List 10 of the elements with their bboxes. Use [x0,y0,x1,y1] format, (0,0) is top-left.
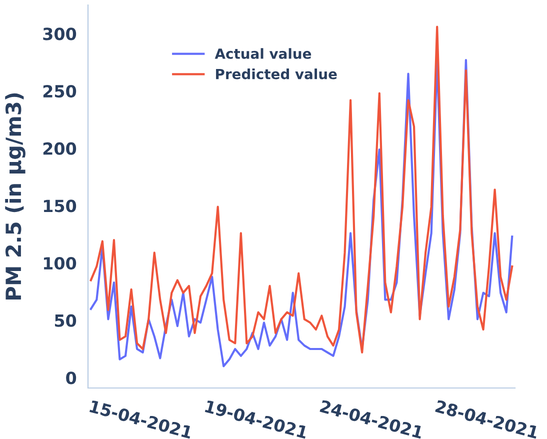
legend-label: Actual value [214,48,312,59]
y-tick-label: 150 [44,200,76,212]
y-tick-label: 250 [43,84,76,98]
y-tick-label: 0 [66,372,76,384]
legend-label: Predicted value [216,68,337,80]
y-tick-label: 200 [43,142,76,155]
y-tick-label: 100 [44,256,76,270]
y-tick-label: 50 [54,314,76,327]
y-tick-label: 300 [43,28,76,40]
y-axis-title: PM 2.5 (in µg/m3) [5,93,26,300]
